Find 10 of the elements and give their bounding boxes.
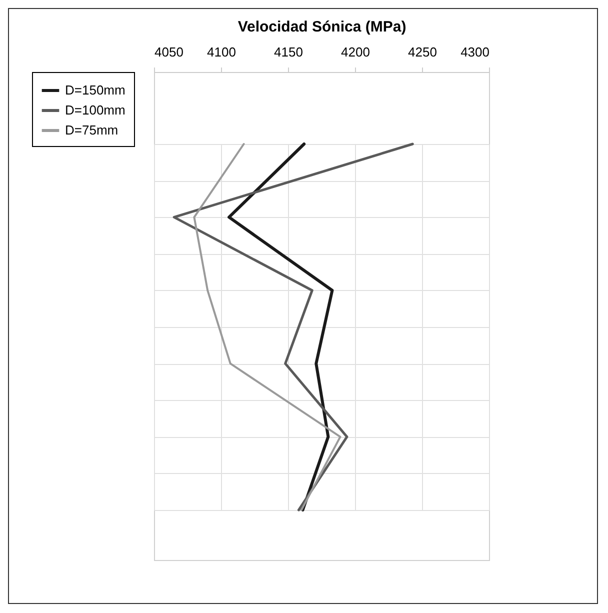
x-tick-label: 4250 (408, 44, 437, 60)
legend-label: D=75mm (65, 122, 118, 138)
x-axis-title: Velocidad Sónica (MPa) (238, 18, 406, 36)
legend-label: D=100mm (65, 102, 126, 118)
x-tick-label: 4150 (274, 44, 303, 60)
x-tick-label: 4200 (341, 44, 370, 60)
x-tick-label: 4100 (207, 44, 236, 60)
x-tick-label: 4300 (460, 44, 490, 60)
x-tick-label: 4050 (154, 44, 184, 60)
legend-label: D=150mm (65, 82, 126, 98)
